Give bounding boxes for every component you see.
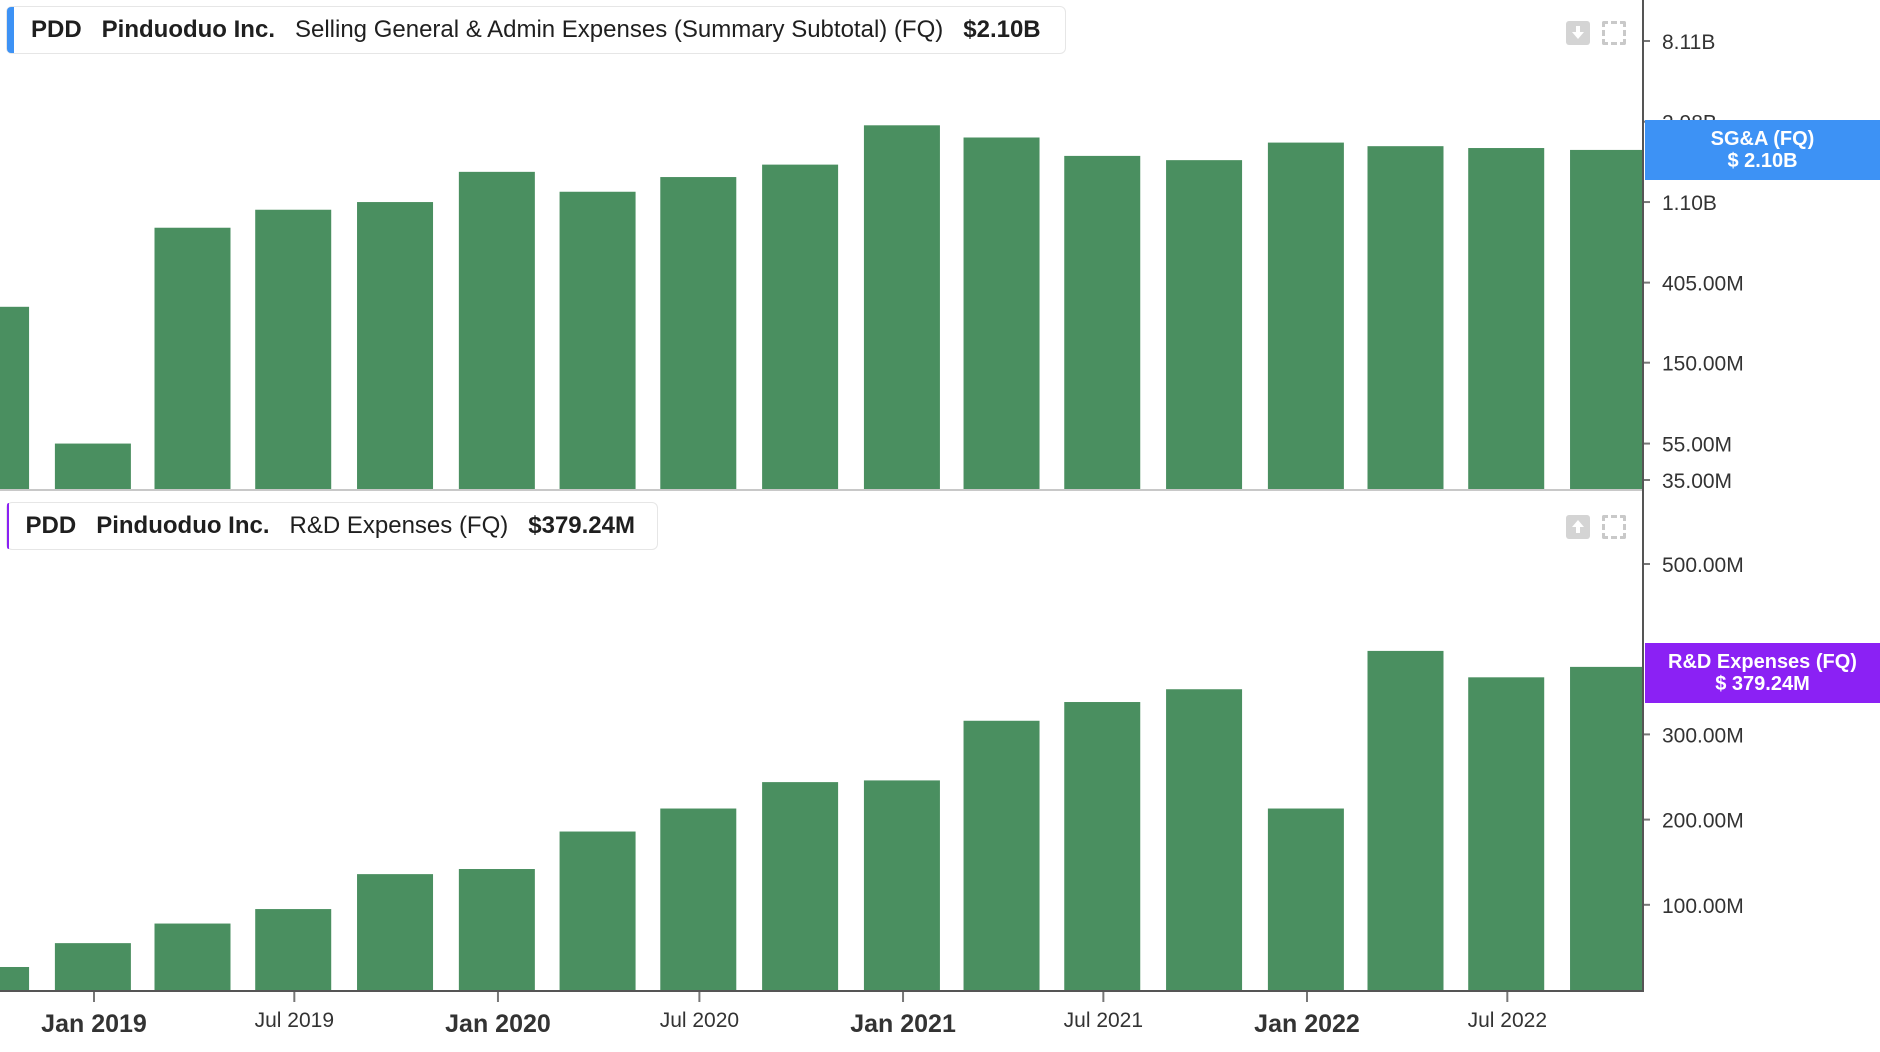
sga-bar <box>357 202 434 489</box>
rd-bar <box>54 943 131 990</box>
sga-bar <box>963 137 1040 490</box>
sga-ytick-label: 35.00M <box>1662 470 1732 493</box>
x-tick-label: Jan 2020 <box>445 1010 551 1038</box>
rd-bar <box>1267 808 1344 990</box>
sga-bar <box>1468 148 1545 489</box>
rd-bar <box>1468 677 1545 990</box>
rd-ytick-label: 200.00M <box>1662 810 1744 833</box>
rd-bar <box>255 909 332 990</box>
sga-bar <box>660 177 737 489</box>
sga-bar <box>559 191 636 490</box>
x-tick-label: Jan 2019 <box>41 1010 147 1038</box>
rd-bar <box>863 780 940 990</box>
rd-bar <box>1064 702 1141 990</box>
sga-value-tag: SG&A (FQ) $ 2.10B <box>1645 120 1880 180</box>
rd-bar <box>0 966 30 990</box>
sga-bar <box>1267 142 1344 489</box>
x-tick-label: Jul 2022 <box>1468 1009 1547 1032</box>
fullscreen-icon[interactable] <box>1602 21 1626 45</box>
sga-tag-value: $ 2.10B <box>1727 150 1798 172</box>
rd-value-tag: R&D Expenses (FQ) $ 379.24M <box>1645 643 1880 703</box>
sga-bar <box>0 306 30 489</box>
sga-bar <box>54 443 131 489</box>
x-tick-label: Jul 2020 <box>660 1009 739 1032</box>
sga-legend: PDD Pinduoduo Inc. Selling General & Adm… <box>6 6 1066 54</box>
sga-bar <box>154 227 231 489</box>
rd-bar <box>357 874 434 990</box>
rd-bar <box>458 869 535 990</box>
x-tick-label: Jul 2019 <box>255 1009 334 1032</box>
sga-company: Pinduoduo Inc. <box>101 16 275 43</box>
sga-ytick-label: 1.10B <box>1662 192 1717 215</box>
sga-ytick-label: 8.11B <box>1662 31 1715 54</box>
sga-legend-stripe <box>7 7 14 53</box>
sga-bar <box>1570 149 1642 489</box>
rd-ytick-label: 500.00M <box>1662 554 1744 577</box>
sga-bar <box>1166 160 1243 489</box>
rd-legend: PDD Pinduoduo Inc. R&D Expenses (FQ) $37… <box>6 502 658 550</box>
sga-ytick-label: 150.00M <box>1662 353 1744 376</box>
sga-ytick-label: 55.00M <box>1662 434 1732 457</box>
sga-bar <box>1064 155 1141 489</box>
sga-ytick-label: 405.00M <box>1662 273 1744 296</box>
rd-metric-name: R&D Expenses (FQ) <box>289 512 509 539</box>
rd-ticker: PDD <box>25 512 77 539</box>
x-tick-label: Jan 2021 <box>850 1010 956 1038</box>
sga-current-value: $2.10B <box>963 16 1041 43</box>
sga-ticker: PDD <box>31 16 82 43</box>
rd-legend-stripe <box>7 503 9 549</box>
rd-company: Pinduoduo Inc. <box>96 512 270 539</box>
rd-bar <box>963 720 1040 990</box>
sga-metric-name: Selling General & Admin Expenses (Summar… <box>294 16 944 43</box>
sga-bar <box>762 164 839 490</box>
x-tick-label: Jul 2021 <box>1064 1009 1143 1032</box>
rd-ytick-label: 300.00M <box>1662 724 1744 747</box>
fullscreen-icon[interactable] <box>1602 515 1626 539</box>
upload-arrow-icon[interactable] <box>1566 515 1590 539</box>
rd-bar <box>154 923 231 990</box>
rd-bar <box>1166 689 1243 990</box>
sga-bar <box>458 171 535 489</box>
rd-bar <box>559 831 636 990</box>
rd-bar <box>660 808 737 990</box>
sga-bar <box>1367 146 1444 489</box>
rd-ytick-label: 100.00M <box>1662 895 1744 918</box>
sga-bar <box>863 125 940 490</box>
sga-bar <box>255 209 332 489</box>
rd-tag-value: $ 379.24M <box>1715 673 1810 695</box>
rd-tag-label: R&D Expenses (FQ) <box>1668 651 1857 673</box>
rd-bar <box>1570 666 1642 990</box>
rd-bar <box>762 782 839 990</box>
rd-bar <box>1367 650 1444 990</box>
rd-current-value: $379.24M <box>528 512 635 539</box>
download-arrow-icon[interactable] <box>1566 21 1590 45</box>
x-tick-label: Jan 2022 <box>1254 1010 1360 1038</box>
sga-tag-label: SG&A (FQ) <box>1710 128 1815 150</box>
